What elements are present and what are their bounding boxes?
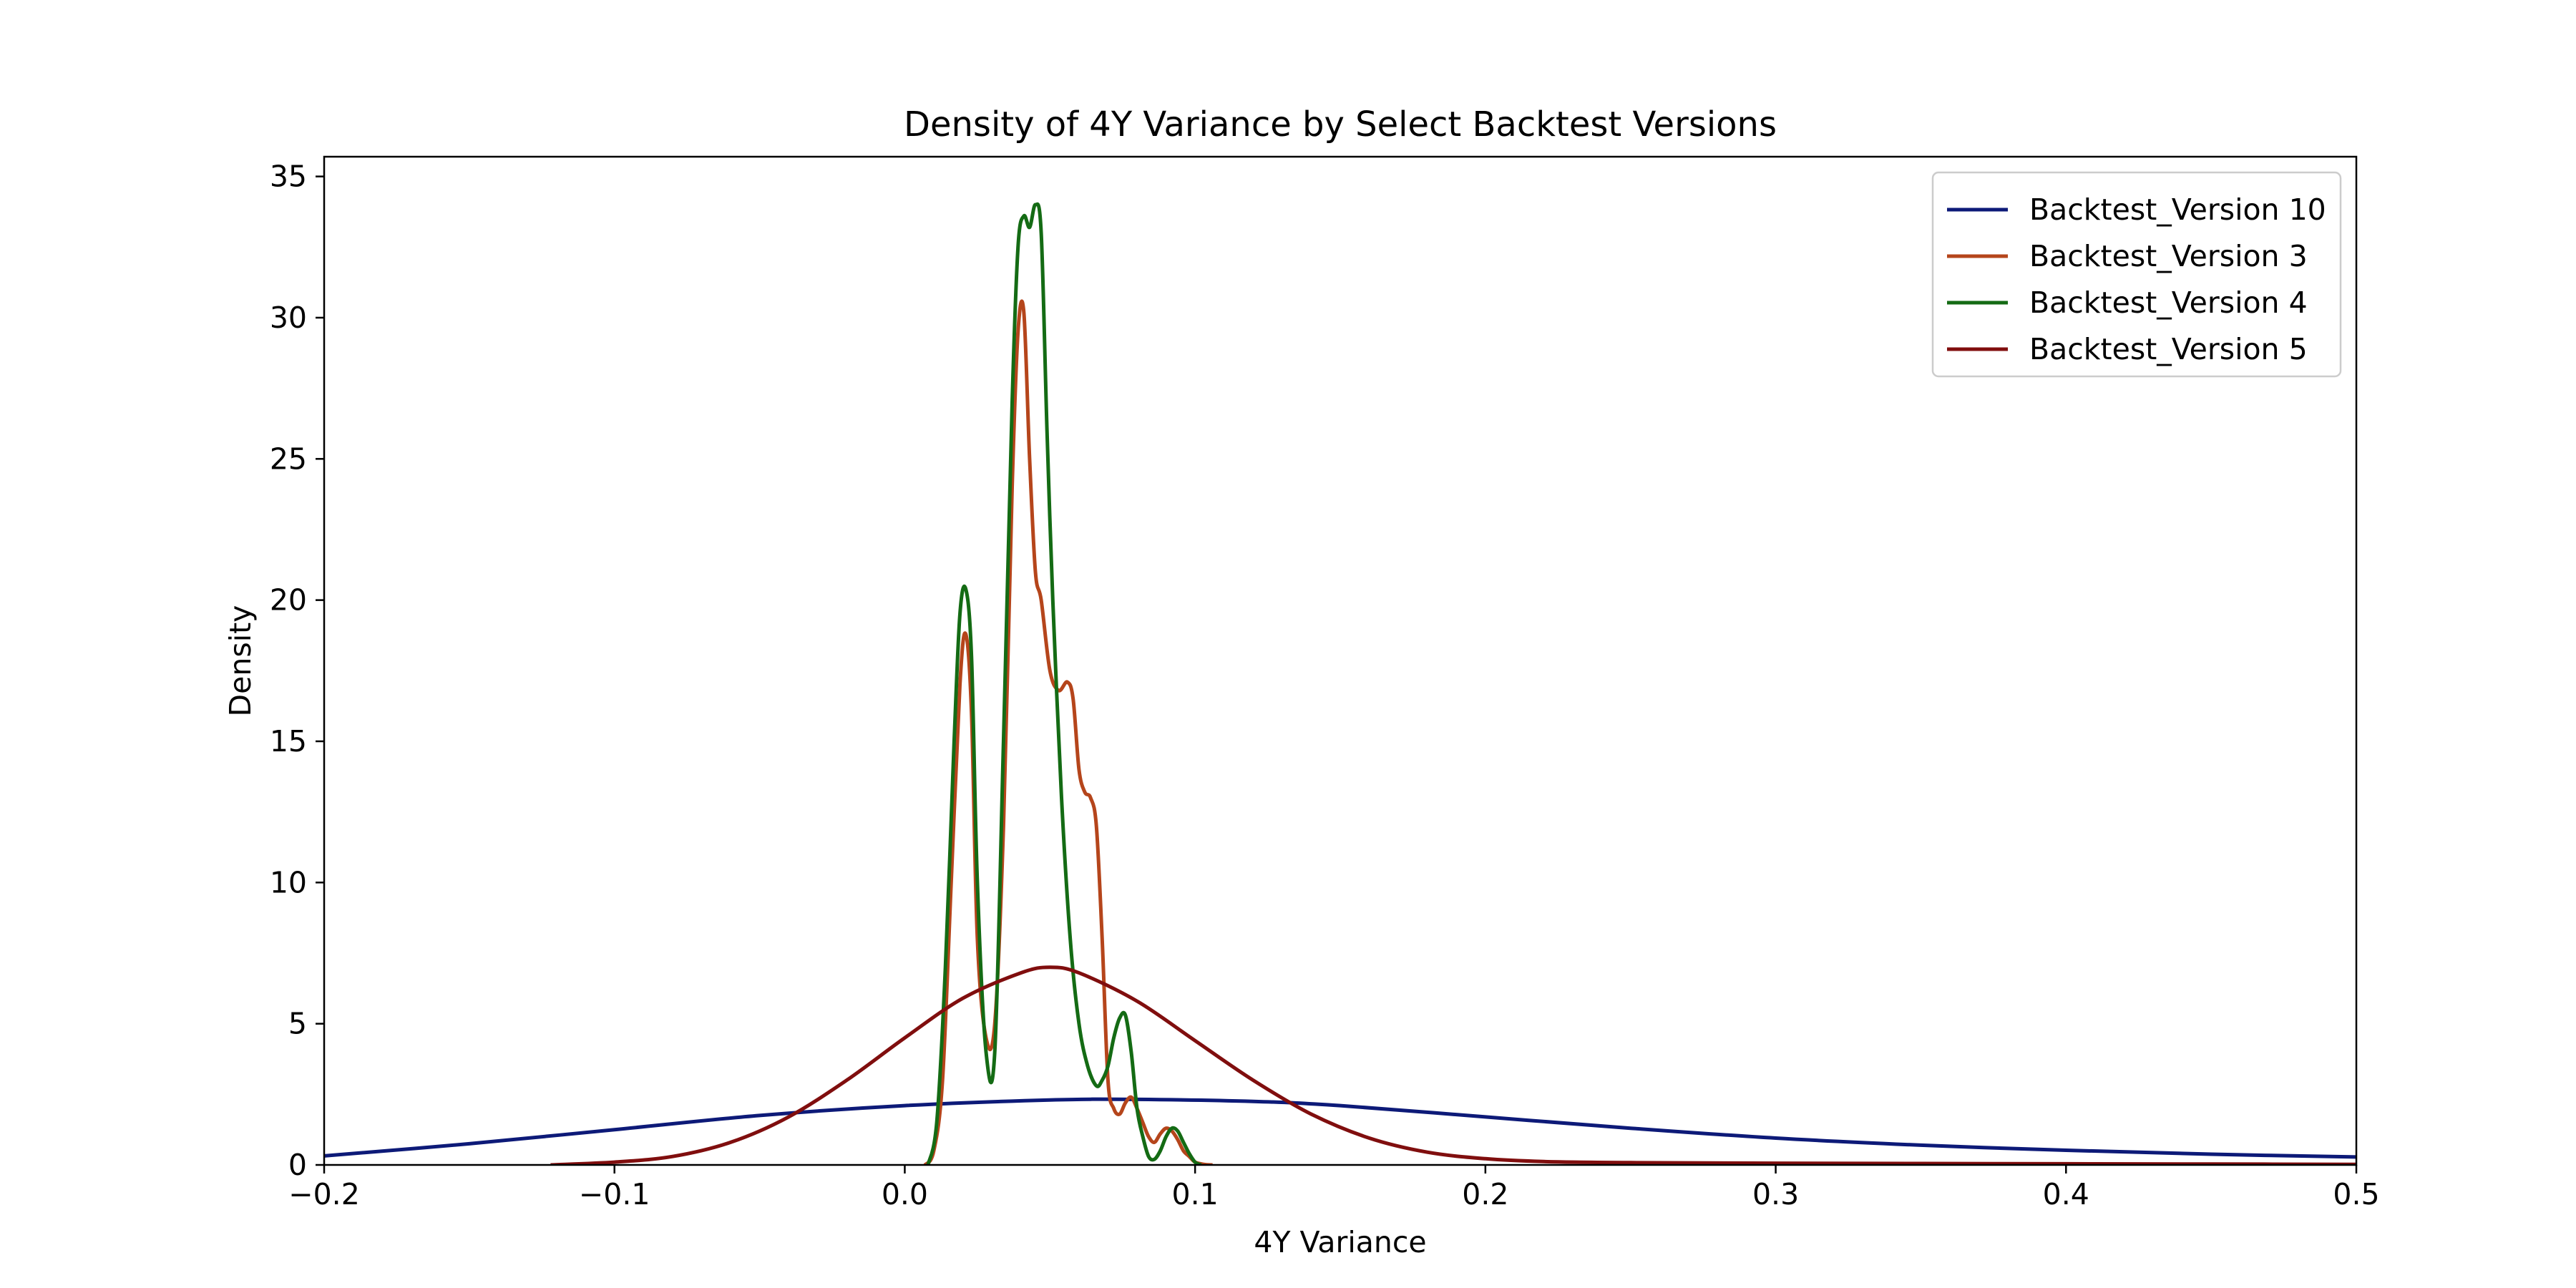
plot-area: [324, 202, 2356, 1165]
series-line-3: [926, 202, 1202, 1165]
x-tick-label: 0.1: [1172, 1177, 1219, 1211]
legend-label: Backtest_Version 10: [2029, 192, 2326, 227]
y-tick-label: 10: [270, 865, 307, 899]
x-tick-label: −0.1: [579, 1177, 650, 1211]
chart-title: Density of 4Y Variance by Select Backtes…: [904, 104, 1777, 145]
series-line-2: [923, 299, 1213, 1165]
x-tick-label: 0.3: [1752, 1177, 1799, 1211]
x-axis: −0.2 −0.1 0.0 0.1 0.2 0.3 0.4 0.5: [288, 1165, 2380, 1211]
x-tick-label: 0.2: [1462, 1177, 1508, 1211]
legend-label: Backtest_Version 4: [2029, 286, 2308, 320]
legend-box: [1931, 171, 2342, 378]
series-line-4: [550, 965, 2356, 1165]
x-tick-label: −0.2: [288, 1177, 360, 1211]
y-tick-label: 35: [270, 160, 307, 194]
legend: Backtest_Version 10 Backtest_Version 3 Bac…: [1931, 171, 2342, 378]
y-tick-label: 30: [270, 301, 307, 335]
legend-label: Backtest_Version 5: [2029, 332, 2308, 366]
y-tick-label: 20: [270, 583, 307, 618]
x-tick-label: 0.4: [2043, 1177, 2089, 1211]
series-line-1: [324, 1097, 2356, 1159]
y-tick-label: 0: [288, 1148, 307, 1182]
x-tick-label: 0.5: [2333, 1177, 2379, 1211]
x-axis-label: 4Y Variance: [1254, 1225, 1426, 1259]
legend-label: Backtest_Version 3: [2029, 239, 2308, 273]
axes-frame: [323, 155, 2358, 1166]
y-axis-label: Density: [223, 605, 258, 717]
y-tick-label: 25: [270, 441, 307, 476]
y-tick-label: 5: [288, 1007, 307, 1041]
x-tick-label: 0.0: [882, 1177, 928, 1211]
y-axis: 0 5 10 15 20 25 30 35: [270, 160, 324, 1182]
y-tick-label: 15: [270, 724, 307, 758]
